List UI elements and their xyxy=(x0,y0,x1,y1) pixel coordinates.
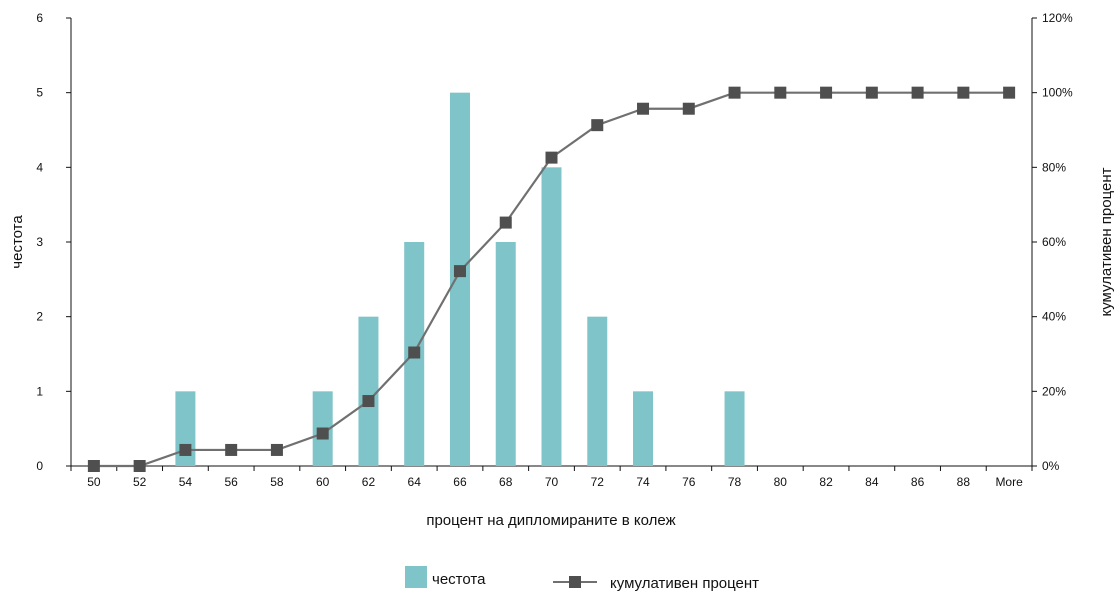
cumulative-point xyxy=(637,102,650,115)
cumulative-point xyxy=(774,86,787,99)
cumulative-point xyxy=(362,395,375,408)
cumulative-point xyxy=(225,443,238,456)
x-tick-label: 74 xyxy=(636,475,650,489)
y2-tick-label: 120% xyxy=(1042,11,1073,25)
cumulative-point xyxy=(87,460,100,472)
legend: честота кумулативен процент xyxy=(405,566,759,592)
x-tick-label: 82 xyxy=(819,475,833,489)
x-tick-label: 78 xyxy=(728,475,742,489)
y-tick-label: 4 xyxy=(36,160,43,174)
cumulative-point xyxy=(316,427,329,440)
legend-bar-label: честота xyxy=(432,571,486,588)
cumulative-point xyxy=(957,86,970,99)
cumulative-point xyxy=(453,265,466,278)
y2-tick-label: 100% xyxy=(1042,86,1073,100)
y-tick-label: 6 xyxy=(36,11,43,25)
y2-tick-label: 60% xyxy=(1042,235,1066,249)
cumulative-point xyxy=(728,86,741,99)
x-tick-label: 68 xyxy=(499,475,513,489)
cumulative-point xyxy=(682,102,695,115)
y2-tick-label: 80% xyxy=(1042,160,1066,174)
legend-line-marker xyxy=(569,576,581,588)
x-tick-label: 58 xyxy=(270,475,284,489)
x-tick-label: 64 xyxy=(408,475,422,489)
x-tick-label: 52 xyxy=(133,475,147,489)
x-tick-label: 60 xyxy=(316,475,330,489)
y-tick-label: 3 xyxy=(36,235,43,249)
y-tick-label: 2 xyxy=(36,310,43,324)
y-tick-label: 5 xyxy=(36,86,43,100)
x-tick-label: 66 xyxy=(453,475,467,489)
y-tick-label: 0 xyxy=(36,459,43,473)
right-y-ticks: 0% 20% 40% 60% 80% 100% 120% xyxy=(1032,11,1073,473)
cumulative-point xyxy=(911,86,924,99)
cumulative-point xyxy=(1003,86,1016,99)
x-tick-label: 80 xyxy=(774,475,788,489)
y2-tick-label: 0% xyxy=(1042,459,1060,473)
x-ticks: 50 52 54 56 58 60 62 64 66 68 70 72 74 76 78 80 82 84 86 88… xyxy=(70,466,1033,489)
x-tick-label: 76 xyxy=(682,475,696,489)
legend-bar-swatch xyxy=(405,566,427,588)
cumulative-point xyxy=(179,443,192,456)
left-y-ticks: 0 1 2 3 4 5 6 xyxy=(36,11,71,473)
cumulative-point xyxy=(499,216,512,229)
legend-line-label: кумулативен процент xyxy=(610,575,759,592)
x-axis-title: процент на дипломираните в колеж xyxy=(426,512,675,529)
x-tick-label: 88 xyxy=(957,475,971,489)
frequency-bar xyxy=(449,92,470,467)
frequency-bar xyxy=(495,242,516,466)
x-tick-label: 72 xyxy=(591,475,605,489)
y2-tick-label: 20% xyxy=(1042,384,1066,398)
frequency-bar xyxy=(587,316,608,466)
x-tick-label: 86 xyxy=(911,475,925,489)
x-tick-label: 62 xyxy=(362,475,376,489)
x-tick-label: 54 xyxy=(179,475,193,489)
frequency-bars xyxy=(175,92,745,467)
frequency-bar xyxy=(358,316,379,466)
frequency-bar xyxy=(541,167,562,467)
y2-tick-label: 40% xyxy=(1042,310,1066,324)
cumulative-point xyxy=(591,119,604,132)
cumulative-point xyxy=(820,86,833,99)
right-y-axis-title: кумулативен процент xyxy=(1098,167,1115,316)
cumulative-point xyxy=(133,460,146,472)
cumulative-point xyxy=(545,151,558,164)
cumulative-point xyxy=(865,86,878,99)
cumulative-line xyxy=(87,86,1016,472)
x-tick-label: 84 xyxy=(865,475,879,489)
x-tick-label: 56 xyxy=(224,475,238,489)
x-tick-label: 70 xyxy=(545,475,559,489)
x-tick-label: 50 xyxy=(87,475,101,489)
y-tick-label: 1 xyxy=(36,384,43,398)
x-tick-label: More xyxy=(995,475,1023,489)
cumulative-point xyxy=(270,443,283,456)
cumulative-point xyxy=(408,346,421,359)
frequency-bar xyxy=(633,391,654,466)
left-y-axis-title: честота xyxy=(9,215,26,269)
frequency-bar xyxy=(724,391,745,466)
